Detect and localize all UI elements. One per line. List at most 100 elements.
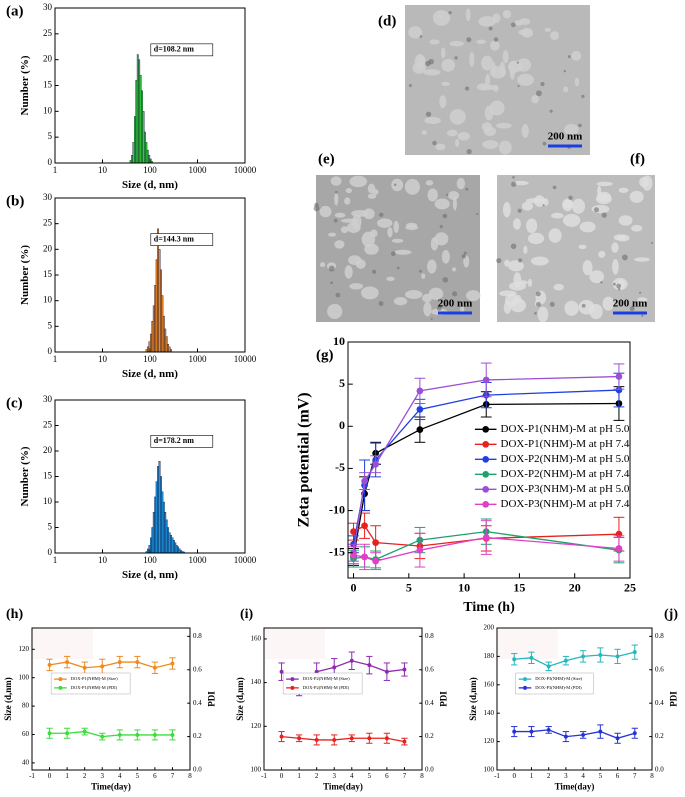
x-tick-label: 0 xyxy=(351,581,357,595)
particle xyxy=(508,260,524,272)
stain xyxy=(612,282,616,286)
x-axis-label: Time(day) xyxy=(91,782,131,792)
stain xyxy=(439,225,443,229)
data-point xyxy=(100,734,105,739)
particle xyxy=(439,95,447,109)
particle xyxy=(550,31,560,41)
histogram-bar xyxy=(154,285,157,353)
particle xyxy=(612,258,619,275)
histogram-bar xyxy=(146,149,149,164)
y-tick-label: 10 xyxy=(333,334,345,348)
legend-label: DOX-P1(NHM)-M (Size) xyxy=(71,676,118,681)
y-tick-label: -5 xyxy=(335,460,345,474)
stain xyxy=(511,181,517,187)
legend-marker xyxy=(523,685,527,690)
series-line xyxy=(352,375,619,553)
particle xyxy=(631,224,643,232)
y-tick-label: 120 xyxy=(19,645,30,653)
annotation-box xyxy=(150,233,214,246)
histogram-bar xyxy=(132,142,135,164)
particle xyxy=(498,140,512,155)
stain xyxy=(425,111,432,117)
particle xyxy=(465,290,481,301)
stain xyxy=(621,254,628,261)
data-point xyxy=(135,660,140,665)
stain xyxy=(442,213,448,219)
particle xyxy=(517,73,534,86)
y-tick-label: 10 xyxy=(43,295,53,305)
x-tick-label: 3 xyxy=(564,772,568,780)
y-tick-label: 180 xyxy=(484,652,495,660)
plot-frame xyxy=(54,197,246,353)
particle xyxy=(437,14,443,19)
particle xyxy=(448,190,460,200)
particle xyxy=(579,221,596,233)
particle xyxy=(578,299,595,315)
particle xyxy=(435,143,446,151)
particle xyxy=(634,257,650,262)
y-axis-label: Size (d,nm) xyxy=(3,677,13,721)
y-axis-label: Size (d,nm) xyxy=(468,677,478,721)
y2-tick-label: 0.6 xyxy=(193,665,202,673)
particle xyxy=(482,139,499,149)
x-tick-label: 1000 xyxy=(189,165,208,175)
particle xyxy=(349,175,368,188)
particle xyxy=(427,259,437,274)
stain xyxy=(378,301,384,306)
x-tick-label: 1 xyxy=(53,354,58,364)
particle xyxy=(424,116,441,125)
data-point xyxy=(416,406,424,413)
data-point xyxy=(170,732,175,737)
y-tick-label: 200 xyxy=(484,624,495,632)
y-tick-label: 100 xyxy=(251,766,262,774)
particle xyxy=(582,260,593,276)
legend-marker xyxy=(482,500,490,508)
legend-label: DOX-P2(NHM)-M (PDI) xyxy=(303,685,350,690)
stain xyxy=(552,185,557,190)
histogram-bar xyxy=(147,346,149,353)
particle xyxy=(334,192,339,206)
particle xyxy=(521,124,529,138)
histogram-bar xyxy=(157,466,159,554)
y-tick-label: 0 xyxy=(48,547,53,557)
particle xyxy=(481,55,493,71)
y-tick-label: 60 xyxy=(22,730,30,738)
particle xyxy=(425,180,434,186)
y-tick-label: 30 xyxy=(43,2,53,12)
x-tick-label: 100 xyxy=(143,165,157,175)
x-tick-label: 5 xyxy=(368,772,372,780)
particle xyxy=(531,95,539,104)
particle xyxy=(562,213,581,227)
stain xyxy=(581,303,586,308)
stain xyxy=(448,10,452,15)
legend-marker xyxy=(482,455,490,463)
y-tick-label: 120 xyxy=(484,737,495,745)
data-point xyxy=(170,661,175,666)
y-tick-label: 20 xyxy=(43,243,53,253)
x-axis-label: Size (d, nm) xyxy=(122,179,178,191)
particle xyxy=(564,123,579,136)
stain xyxy=(540,82,545,87)
histogram-bar xyxy=(174,542,177,554)
panel-label: (d) xyxy=(378,13,396,29)
data-point xyxy=(512,657,517,662)
histogram-bar xyxy=(170,534,172,554)
particle xyxy=(344,197,351,205)
particle xyxy=(518,29,532,36)
stain xyxy=(601,212,607,218)
stain xyxy=(568,195,573,201)
histogram-bar xyxy=(160,269,162,353)
y-tick-label: 5 xyxy=(48,522,53,532)
series-line xyxy=(281,735,405,743)
stain xyxy=(419,35,423,38)
particle xyxy=(534,195,545,208)
x-tick-label: 0 xyxy=(48,772,52,780)
particle xyxy=(421,130,427,135)
particle xyxy=(469,51,475,67)
data-point xyxy=(581,732,586,737)
x-axis-label: Size (d, nm) xyxy=(122,569,178,581)
particle xyxy=(386,276,395,282)
annotation-box xyxy=(150,43,214,57)
y2-axis-label: PDI xyxy=(668,691,678,707)
y-tick-label: 0 xyxy=(48,346,53,356)
